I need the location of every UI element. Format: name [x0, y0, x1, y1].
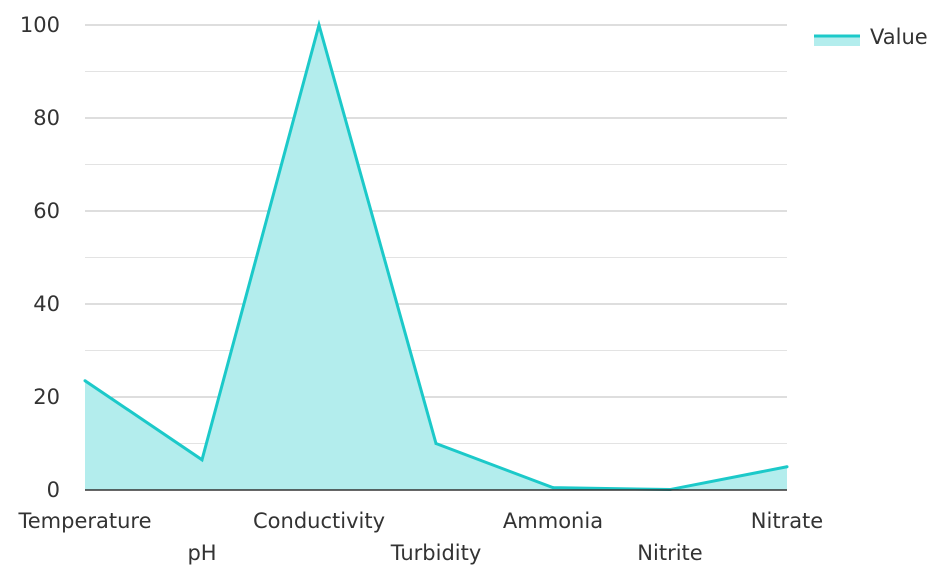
legend: Value: [814, 25, 928, 49]
x-tick-label: Temperature: [17, 509, 151, 533]
x-tick-label: Nitrite: [637, 541, 702, 565]
y-tick-label: 20: [33, 385, 60, 409]
y-axis: 0 20 40 60 80 100: [20, 13, 60, 502]
data-point: [434, 442, 438, 445]
y-tick-label: 80: [33, 106, 60, 130]
y-tick-label: 0: [47, 478, 60, 502]
y-tick-label: 100: [20, 13, 60, 37]
x-tick-label: Ammonia: [503, 509, 603, 533]
series-area: [85, 25, 787, 490]
legend-label: Value: [870, 25, 928, 49]
y-tick-label: 40: [33, 292, 60, 316]
legend-swatch: [814, 36, 860, 46]
data-point: [785, 465, 789, 469]
x-tick-label: Nitrate: [751, 509, 823, 533]
grid-lines: [85, 24, 787, 444]
x-tick-label: Turbidity: [390, 541, 482, 565]
x-tick-label: pH: [187, 541, 216, 565]
x-tick-label: Conductivity: [253, 509, 385, 533]
y-tick-label: 60: [33, 199, 60, 223]
data-point: [83, 379, 87, 383]
data-point: [200, 458, 204, 462]
data-point: [551, 486, 555, 490]
data-point: [317, 23, 321, 27]
